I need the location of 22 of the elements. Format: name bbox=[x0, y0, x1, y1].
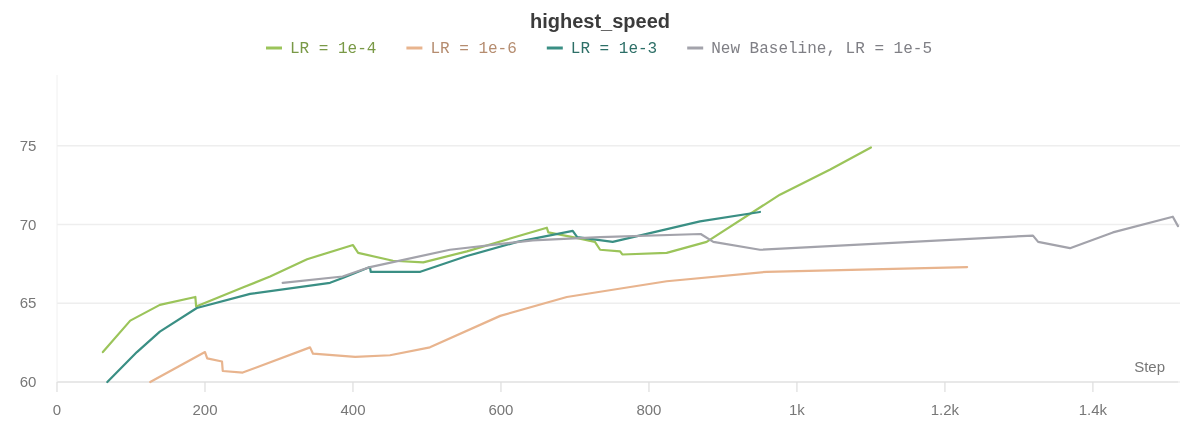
x-tick-label: 1.4k bbox=[1078, 401, 1108, 418]
x-tick-label: 0 bbox=[52, 401, 62, 418]
y-tick-label: 75 bbox=[19, 136, 37, 154]
line-series bbox=[149, 265, 969, 384]
line-series bbox=[106, 210, 762, 384]
x-tick-label: 600 bbox=[488, 401, 514, 418]
chart-title: highest_speed bbox=[529, 10, 671, 32]
legend-label: LR = 1e-4 bbox=[290, 40, 377, 58]
legend-label: LR = 1e-6 bbox=[430, 40, 517, 58]
x-tick-label: 800 bbox=[636, 401, 662, 418]
line-series bbox=[281, 215, 1180, 284]
x-axis-title: Step bbox=[1134, 358, 1165, 375]
y-tick-label: 65 bbox=[19, 294, 37, 312]
legend-label: New Baseline, LR = 1e-5 bbox=[711, 40, 933, 58]
line-series bbox=[101, 146, 873, 354]
y-tick-label: 60 bbox=[19, 373, 37, 390]
legend-label: LR = 1e-3 bbox=[570, 40, 658, 58]
x-tick-label: 1.2k bbox=[930, 401, 960, 418]
x-tick-label: 200 bbox=[192, 401, 218, 418]
x-tick-label: 1k bbox=[789, 401, 806, 418]
x-tick-label: 400 bbox=[340, 401, 366, 418]
y-tick-label: 70 bbox=[19, 215, 37, 233]
